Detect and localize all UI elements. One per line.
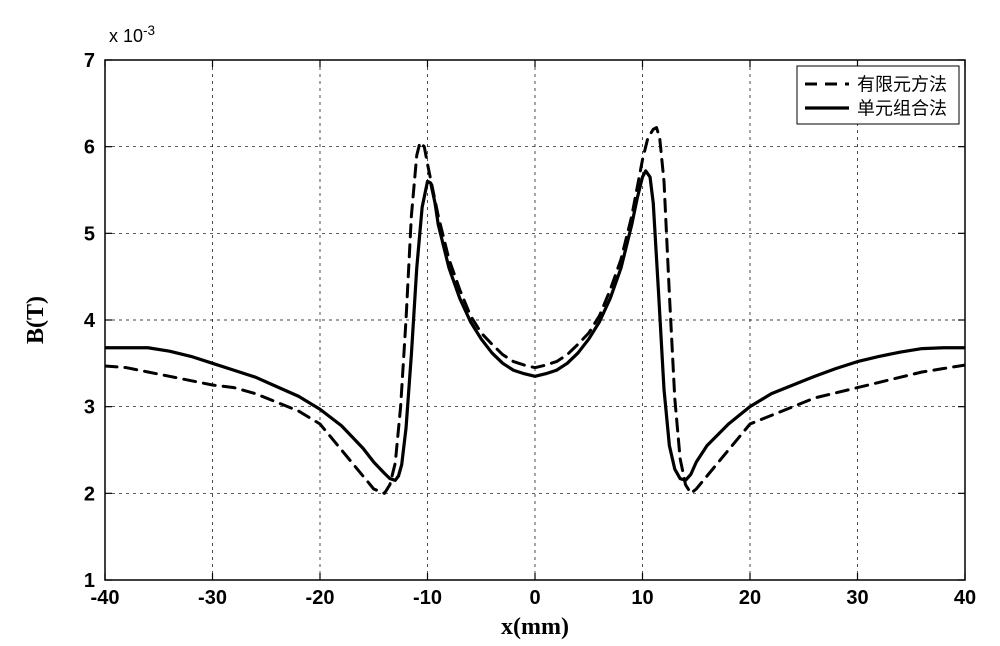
legend: 有限元方法单元组合法 bbox=[797, 66, 959, 124]
y-tick-label: 1 bbox=[84, 570, 95, 592]
y-tick-label: 4 bbox=[84, 310, 96, 332]
x-tick-label: 30 bbox=[846, 587, 868, 609]
x-tick-label: -10 bbox=[413, 587, 442, 609]
x-tick-label: 20 bbox=[739, 587, 761, 609]
legend-label-unit: 单元组合法 bbox=[857, 98, 947, 118]
x-tick-label: 0 bbox=[529, 587, 540, 609]
y-tick-label: 3 bbox=[84, 397, 95, 419]
x-tick-label: -30 bbox=[198, 587, 227, 609]
y-axis-label: B(T) bbox=[23, 296, 49, 344]
y-tick-label: 5 bbox=[84, 223, 95, 245]
x-tick-label: 10 bbox=[631, 587, 653, 609]
y-tick-label: 6 bbox=[84, 137, 95, 159]
chart-container: -40-30-20-100102030401234567x 10-3x(mm)B… bbox=[0, 0, 1000, 646]
x-tick-label: 40 bbox=[954, 587, 976, 609]
y-tick-label: 7 bbox=[84, 50, 95, 72]
y-tick-label: 2 bbox=[84, 483, 95, 505]
legend-label-fem: 有限元方法 bbox=[857, 74, 947, 94]
x-axis-label: x(mm) bbox=[501, 614, 569, 640]
x-tick-label: -20 bbox=[306, 587, 335, 609]
chart-svg: -40-30-20-100102030401234567x 10-3x(mm)B… bbox=[0, 0, 1000, 646]
